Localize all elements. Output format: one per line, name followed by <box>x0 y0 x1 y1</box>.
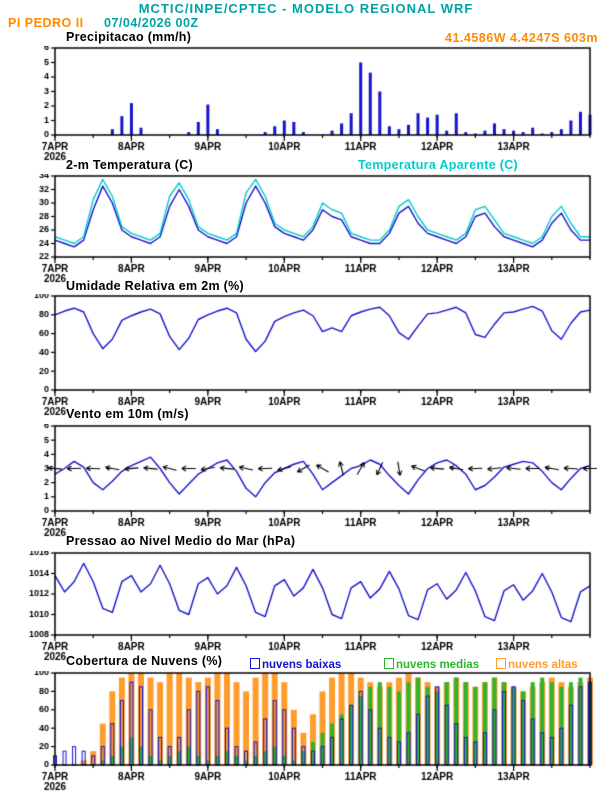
cloud-cover-chart <box>0 671 612 791</box>
legend-label-nuvens-medias: nuvens medias <box>396 659 480 671</box>
legend-item-nuvens-altas: nuvens altas <box>496 655 578 673</box>
page-title: MCTIC/INPE/CPTEC - MODELO REGIONAL WRF <box>138 1 474 16</box>
humidity-chart <box>0 294 612 416</box>
station-name: PI PEDRO II <box>8 16 84 30</box>
wind-chart <box>0 424 612 537</box>
station-coords: 41.4586W 4.4247S 603m <box>445 31 598 45</box>
run-datetime: 07/04/2026 00Z <box>104 16 199 30</box>
pressure-chart <box>0 551 612 661</box>
apparent-temperature-label: Temperatura Aparente (C) <box>358 158 519 172</box>
legend-label-nuvens-altas: nuvens altas <box>508 659 578 671</box>
panel-title-temperature: 2-m Temperatura (C) <box>66 158 194 172</box>
temperature-chart <box>0 174 612 283</box>
legend-item-nuvens-baixas: nuvens baixas <box>250 655 341 673</box>
legend-label-nuvens-baixas: nuvens baixas <box>262 659 342 671</box>
panel-title-pressure: Pressao ao Nivel Medio do Mar (hPa) <box>66 534 296 548</box>
precipitation-chart <box>0 46 612 161</box>
panel-title-precipitation: Precipitacao (mm/h) <box>66 30 192 44</box>
